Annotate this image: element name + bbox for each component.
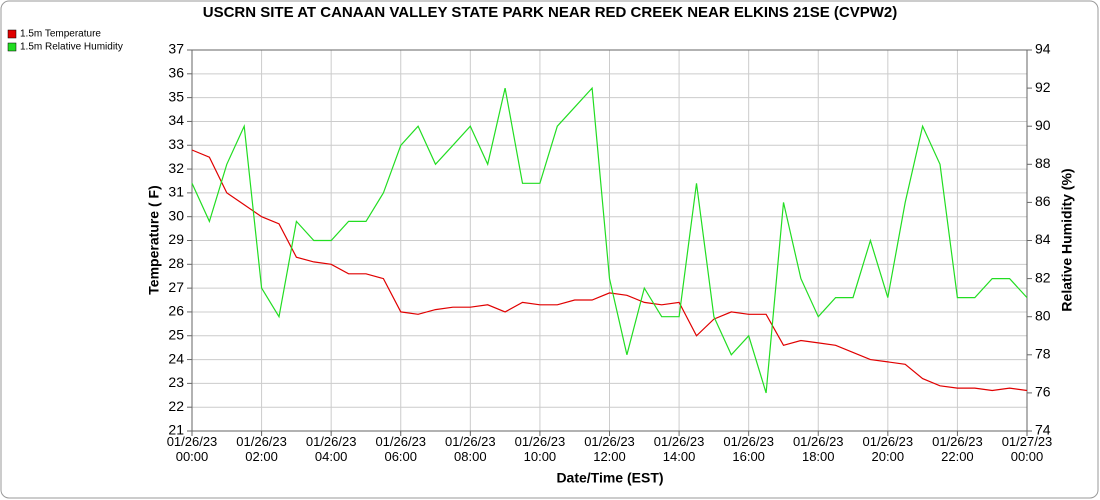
y2-tick-label: 92	[1035, 79, 1051, 95]
y-tick-label: 37	[168, 41, 184, 57]
y-tick-label: 36	[168, 65, 184, 81]
y-tick-label: 22	[168, 398, 184, 414]
y2-tick-label: 84	[1035, 231, 1051, 247]
y2-tick-label: 94	[1035, 41, 1051, 57]
plot-border	[191, 49, 1028, 432]
y-tick-label: 35	[168, 88, 184, 104]
x-tick-label: 01/26/23 02:00	[236, 434, 287, 464]
x-axis-label: Date/Time (EST)	[556, 470, 663, 486]
x-tick-label: 01/26/23 00:00	[166, 434, 218, 464]
y-tick-label: 26	[168, 303, 184, 319]
chart-title: USCRN SITE AT CANAAN VALLEY STATE PARK N…	[203, 4, 898, 21]
x-tick-label: 01/26/23 22:00	[932, 434, 983, 464]
y2-tick-label: 74	[1035, 422, 1051, 438]
legend-label: 1.5m Temperature	[20, 29, 101, 40]
x-tick-label: 01/26/23 08:00	[445, 434, 496, 464]
y-tick-label: 25	[168, 326, 184, 342]
y-tick-label: 31	[168, 184, 184, 200]
y-tick-label: 34	[168, 112, 184, 128]
y-tick-label: 23	[168, 374, 184, 390]
x-tick-label: 01/26/23 14:00	[653, 434, 705, 464]
legend-swatch	[7, 42, 17, 52]
legend-swatch	[7, 29, 17, 39]
y-tick-label: 32	[168, 160, 184, 176]
x-tick-label: 01/27/23 00:00	[1001, 434, 1053, 464]
y-tick-label: 33	[168, 136, 184, 152]
y-tick-label: 30	[168, 207, 184, 223]
x-tick-label: 01/26/23 18:00	[792, 434, 844, 464]
y-tick-label: 29	[168, 231, 184, 247]
y-tick-label: 21	[168, 422, 184, 438]
y-tick-label: 27	[168, 279, 184, 295]
x-tick-label: 01/26/23 12:00	[584, 434, 635, 464]
y2-tick-label: 82	[1035, 269, 1051, 285]
x-tick-label: 01/26/23 16:00	[723, 434, 774, 464]
y2-tick-label: 78	[1035, 346, 1051, 362]
x-tick-label: 01/26/23 10:00	[514, 434, 566, 464]
x-tick-label: 01/26/23 04:00	[305, 434, 357, 464]
x-tick-label: 01/26/23 20:00	[862, 434, 914, 464]
y-tick-label: 24	[168, 350, 184, 366]
y-tick-label: 28	[168, 255, 184, 271]
legend-label: 1.5m Relative Humidity	[20, 42, 123, 53]
y2-tick-label: 80	[1035, 307, 1051, 323]
y2-tick-label: 86	[1035, 193, 1051, 209]
y-axis-label: Temperature ( F)	[146, 185, 162, 294]
series-line	[191, 86, 1028, 394]
y2-tick-label: 88	[1035, 155, 1051, 171]
series-line	[191, 149, 1028, 392]
y2-axis-label: Relative Humidity (%)	[1059, 168, 1075, 311]
y2-tick-label: 90	[1035, 117, 1051, 133]
y2-tick-label: 76	[1035, 384, 1051, 400]
x-tick-label: 01/26/23 06:00	[375, 434, 427, 464]
